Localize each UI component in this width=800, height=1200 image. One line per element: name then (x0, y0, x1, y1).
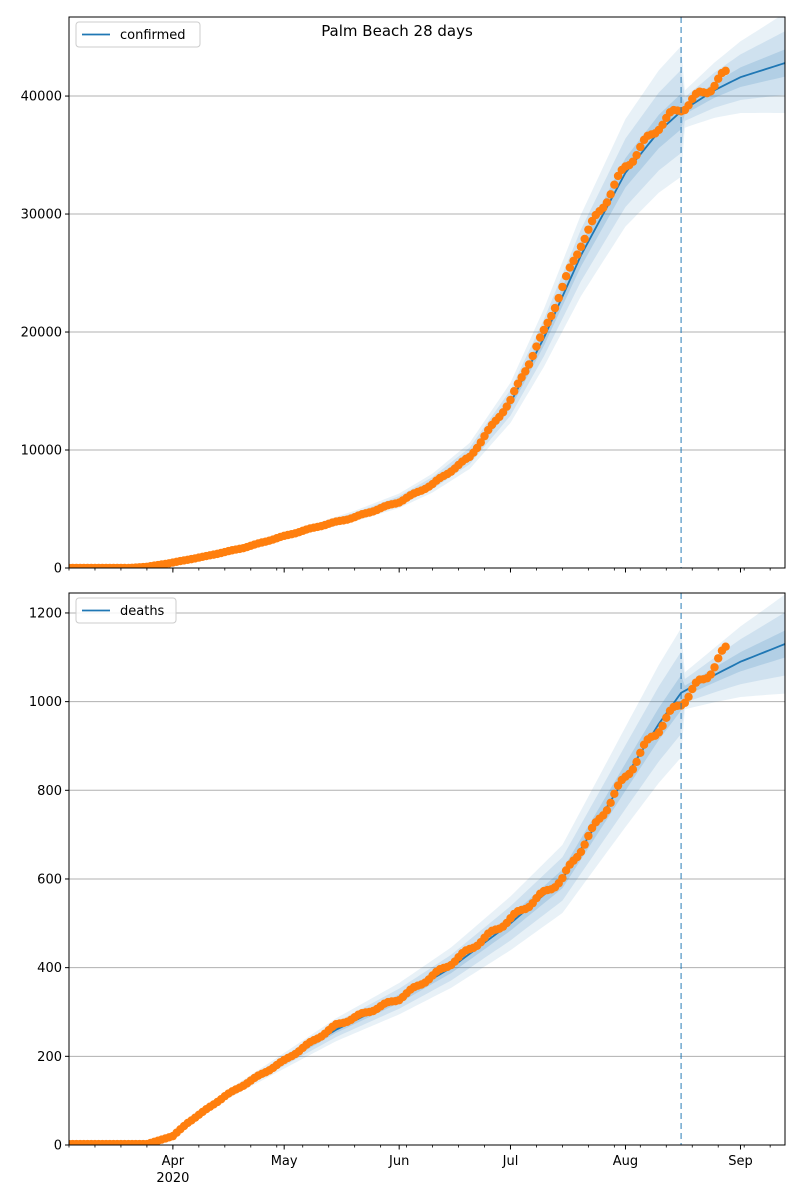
observed-point (636, 142, 645, 152)
observed-point (535, 333, 545, 342)
observed-point (576, 242, 586, 251)
y-tick-label: 1200 (29, 606, 62, 621)
observed-point (509, 387, 519, 396)
observed-point (524, 360, 534, 369)
observed-point (632, 150, 641, 160)
observed-point (558, 282, 567, 292)
observed-point (710, 81, 719, 91)
observed-point (628, 765, 638, 774)
observed-point (680, 698, 690, 708)
observed-point (632, 757, 641, 767)
x-tick-label: Jun (388, 1154, 409, 1169)
observed-point (606, 798, 615, 807)
confirmed-panel: 0 10000 20000 30000 40000 confirmed (21, 16, 786, 577)
observed-point (584, 831, 593, 841)
observed-point (565, 263, 575, 272)
observed-point (684, 101, 693, 110)
observed-point (684, 692, 693, 702)
x-tick-label: Jul (502, 1154, 519, 1169)
observed-point (513, 379, 523, 388)
observed-point (580, 840, 589, 849)
observed-point (636, 748, 645, 757)
observed-point (528, 351, 537, 361)
observed-point (710, 663, 719, 672)
observed-point (569, 256, 578, 266)
y-tick-label: 400 (37, 961, 62, 976)
observed-point (662, 713, 671, 722)
y-tick-label: 800 (37, 784, 62, 799)
observed-point (658, 721, 667, 731)
observed-point (580, 234, 589, 244)
uncertainty-band (69, 630, 785, 1145)
observed-point (539, 325, 549, 335)
observed-point (706, 670, 716, 679)
observed-point (480, 431, 489, 441)
observed-point (602, 198, 612, 207)
observed-point (532, 342, 541, 351)
legend-label: deaths (120, 604, 165, 619)
y-tick-label: 0 (54, 562, 62, 577)
observed-point (547, 311, 556, 321)
observed-point (587, 216, 597, 226)
observed-point (628, 157, 638, 166)
legend-box (75, 21, 201, 48)
y-tick-label: 200 (37, 1050, 62, 1065)
x-tick-label: May (271, 1154, 298, 1169)
observed-point (714, 654, 723, 663)
plot-area (69, 594, 785, 1145)
uncertainty-band (69, 17, 785, 568)
y-tick-label: 30000 (21, 208, 62, 223)
observed-point (610, 789, 619, 798)
observed-point (502, 402, 511, 411)
observed-point (561, 272, 571, 281)
plot-area (69, 17, 785, 568)
observed-point (721, 66, 730, 76)
observed-point (476, 438, 485, 447)
observed-point (658, 120, 667, 129)
legend-label: confirmed (120, 28, 186, 43)
deaths-panel: 0 200 400 600 800 1000 1200 Apr May Jun Jul Aug Sep 2… (29, 592, 786, 1186)
observed-point (550, 303, 560, 313)
observed-point (558, 873, 567, 883)
observed-point (721, 642, 730, 651)
y-tick-label: 20000 (21, 326, 62, 341)
observed-point (584, 225, 593, 234)
y-tick-label: 10000 (21, 444, 62, 459)
observed-point (543, 318, 552, 328)
axes-frame (68, 592, 786, 1146)
observed-point (610, 180, 619, 189)
x-tick-label: Sep (728, 1154, 753, 1169)
observed-point (506, 395, 515, 405)
observed-point (606, 190, 615, 199)
uncertainty-band (69, 594, 785, 1145)
observed-point (613, 171, 623, 181)
x-year-label: 2020 (156, 1171, 189, 1186)
observed-point (654, 728, 664, 737)
legend-box (75, 597, 177, 624)
y-tick-label: 40000 (21, 90, 62, 105)
observed-point (554, 293, 563, 303)
axes-frame (68, 16, 786, 569)
x-tick-label: Aug (613, 1154, 638, 1169)
observed-point (576, 847, 586, 857)
observed-point (688, 684, 697, 694)
y-tick-label: 600 (37, 872, 62, 887)
y-tick-label: 0 (54, 1139, 62, 1154)
observed-point (602, 806, 612, 815)
observed-point (521, 367, 530, 376)
y-tick-label: 1000 (29, 695, 62, 710)
observed-point (573, 250, 582, 259)
chart-title: Palm Beach 28 days (321, 22, 473, 40)
x-tick-label: Apr (162, 1154, 185, 1169)
